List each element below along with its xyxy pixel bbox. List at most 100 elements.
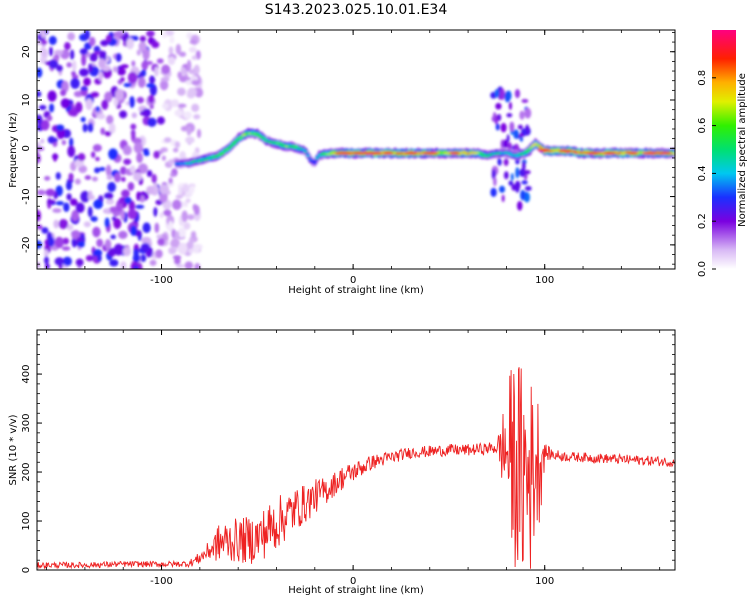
x-tick-label: 0 (350, 576, 356, 587)
noise-cell (90, 216, 98, 222)
noise-cell (137, 163, 148, 174)
noise-cell (96, 238, 104, 248)
noise-cell (55, 172, 61, 180)
colorbar-label: Normalized spectral amplitude (737, 73, 748, 227)
noise-cell (53, 219, 59, 229)
noise-cell (78, 165, 88, 174)
noise-cell (187, 87, 197, 98)
noise-cell (48, 35, 57, 45)
noise-cell (104, 208, 111, 214)
disturbance-cell (520, 189, 526, 201)
noise-cell (147, 117, 157, 127)
noise-cell (130, 225, 137, 236)
disturbance-cell (500, 122, 507, 133)
ridge-core (671, 152, 675, 155)
chart-title: S143.2023.025.10.01.E34 (265, 2, 448, 18)
noise-cell (69, 137, 74, 148)
noise-cell (39, 56, 47, 64)
noise-cell (156, 234, 162, 239)
noise-cell (168, 220, 173, 231)
noise-cell (81, 54, 87, 67)
noise-cell (194, 262, 201, 269)
noise-cell (170, 172, 176, 177)
noise-cell (65, 180, 73, 191)
noise-cell (43, 249, 49, 257)
noise-cell (89, 52, 98, 62)
noise-cell (94, 167, 101, 174)
ridge-peak (537, 148, 551, 152)
noise-cell (172, 199, 182, 211)
noise-cell (174, 141, 181, 149)
noise-cell (104, 91, 113, 103)
noise-cell (120, 64, 129, 69)
disturbance-cell (524, 107, 532, 119)
noise-cell (70, 198, 78, 206)
disturbance-cell (501, 194, 505, 203)
disturbance-cell (507, 142, 513, 151)
noise-cell (77, 153, 86, 162)
noise-cell (160, 77, 170, 82)
noise-cell (129, 165, 136, 174)
noise-cell (80, 86, 88, 91)
disturbance-cell (506, 113, 513, 118)
ridge-core (305, 154, 311, 157)
noise-cell (44, 175, 51, 181)
noise-cell (155, 249, 163, 259)
noise-cell (37, 189, 46, 196)
noise-cell (40, 138, 45, 144)
noise-cell (66, 62, 73, 68)
disturbance-cell (519, 110, 525, 120)
noise-cell (115, 53, 122, 62)
ridge-peak (334, 151, 353, 155)
noise-cell (130, 123, 137, 130)
snr-x-label: Height of straight line (km) (288, 585, 424, 596)
noise-cell (95, 106, 101, 112)
noise-cell (131, 60, 136, 67)
noise-cell (126, 38, 135, 50)
ridge-core (303, 150, 308, 153)
disturbance-cell (504, 91, 511, 103)
noise-cell (67, 32, 76, 41)
noise-cell (159, 192, 168, 203)
noise-cell (154, 222, 160, 234)
ridge-core (227, 146, 232, 149)
noise-cell (121, 189, 130, 198)
noise-cell (161, 103, 169, 109)
ridge-peak (403, 151, 418, 155)
noise-cell (135, 204, 145, 209)
noise-cell (72, 60, 77, 72)
noise-cell (37, 91, 42, 98)
noise-cell (115, 88, 125, 101)
noise-cell (192, 243, 201, 254)
noise-cell (48, 59, 59, 69)
noise-cell (177, 71, 183, 79)
disturbance-cell (517, 124, 523, 130)
noise-cell (118, 199, 125, 204)
disturbance-cell (499, 88, 505, 101)
noise-cell (84, 175, 92, 180)
noise-cell (186, 59, 192, 72)
noise-cell (168, 46, 174, 55)
noise-cell (159, 212, 164, 219)
noise-cell (100, 39, 109, 47)
noise-cell (149, 259, 157, 266)
noise-cell (113, 218, 122, 229)
noise-cell (85, 254, 94, 262)
noise-cell (119, 166, 127, 175)
noise-cell (189, 39, 197, 45)
noise-cell (104, 238, 112, 251)
noise-cell (75, 101, 83, 113)
noise-cell (113, 172, 122, 183)
noise-cell (90, 91, 100, 98)
ridge-core (537, 145, 543, 148)
snr-frame (36, 329, 676, 571)
noise-cell (49, 103, 55, 113)
snr-x-ticks: -100 0 100 (46, 330, 661, 587)
noise-cell (175, 256, 181, 262)
y-tick-label: -20 (21, 237, 32, 253)
disturbance-cell (519, 136, 524, 142)
noise-cell (60, 89, 67, 97)
noise-cell (96, 113, 106, 120)
ridge-core (308, 158, 313, 161)
noise-cell (178, 186, 183, 198)
